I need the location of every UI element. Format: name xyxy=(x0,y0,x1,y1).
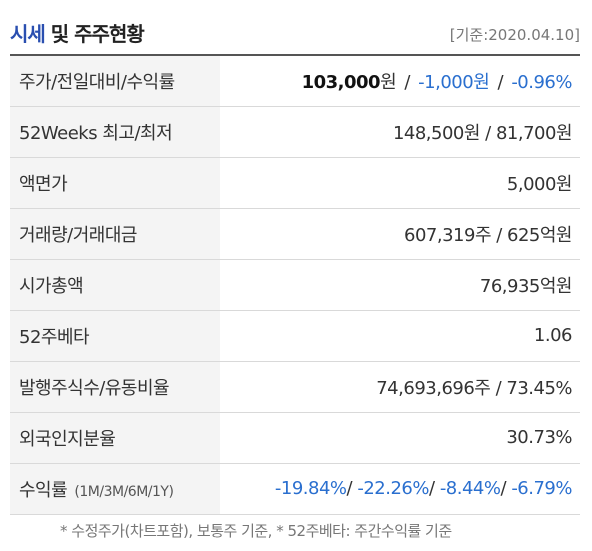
price-shareholder-table: 주가/전일대비/수익률 103,000원 / -1,000원 / -0.96% … xyxy=(10,54,580,515)
label-market-cap: 시가총액 xyxy=(10,259,220,311)
table-row-52weeks: 52Weeks 최고/최저 148,500원 / 81,700원 xyxy=(10,106,580,158)
footnote: * 수정주가(차트포함), 보통주 기준, * 52주베타: 주간수익률 기준 xyxy=(60,522,452,540)
price-change: -1,000원 xyxy=(418,71,490,93)
value-shares: 74,693,696주 / 73.45% xyxy=(220,361,580,413)
label-foreign-ownership: 외국인지분율 xyxy=(10,412,220,464)
label-returns: 수익률 (1M/3M/6M/1Y) xyxy=(10,463,220,515)
table-row-price: 주가/전일대비/수익률 103,000원 / -1,000원 / -0.96% xyxy=(10,55,580,107)
table-row-volume: 거래량/거래대금 607,319주 / 625억원 xyxy=(10,208,580,260)
value-market-cap: 76,935억원 xyxy=(220,259,580,311)
label-par-value: 액면가 xyxy=(10,157,220,209)
section-title-highlight: 시세 xyxy=(10,22,46,46)
separator: / xyxy=(497,71,504,93)
label-returns-periods: (1M/3M/6M/1Y) xyxy=(74,483,174,500)
table-row-market-cap: 시가총액 76,935억원 xyxy=(10,259,580,311)
section-title: 시세 및 주주현황 xyxy=(10,18,145,47)
value-52weeks: 148,500원 / 81,700원 xyxy=(220,106,580,158)
value-price: 103,000원 / -1,000원 / -0.96% xyxy=(220,55,580,107)
table-row-par-value: 액면가 5,000원 xyxy=(10,157,580,209)
table-row-shares: 발행주식수/유동비율 74,693,696주 / 73.45% xyxy=(10,361,580,413)
return-1m: -19.84% xyxy=(274,478,347,499)
section-title-rest: 및 주주현황 xyxy=(50,22,145,46)
return-1y: -6.79% xyxy=(511,478,572,499)
price-change-rate: -0.96% xyxy=(511,71,572,93)
section-header: 시세 및 주주현황 [기준:2020.04.10] xyxy=(10,12,580,48)
label-volume: 거래량/거래대금 xyxy=(10,208,220,260)
separator: / xyxy=(500,478,507,499)
label-returns-main: 수익률 xyxy=(19,479,68,501)
label-beta: 52주베타 xyxy=(10,310,220,362)
current-price: 103,000 xyxy=(301,71,381,93)
table-row-returns: 수익률 (1M/3M/6M/1Y) -19.84%/ -22.26%/ -8.4… xyxy=(10,463,580,515)
separator: / xyxy=(346,478,353,499)
value-par-value: 5,000원 xyxy=(220,157,580,209)
value-volume: 607,319주 / 625억원 xyxy=(220,208,580,260)
label-price: 주가/전일대비/수익률 xyxy=(10,55,220,107)
return-3m: -22.26% xyxy=(357,478,429,499)
separator: / xyxy=(404,71,410,93)
return-6m: -8.44% xyxy=(439,478,501,499)
label-shares: 발행주식수/유동비율 xyxy=(10,361,220,413)
separator: / xyxy=(429,478,435,499)
value-beta: 1.06 xyxy=(220,310,580,362)
value-returns: -19.84%/ -22.26%/ -8.44%/ -6.79% xyxy=(220,463,580,515)
label-52weeks: 52Weeks 최고/최저 xyxy=(10,106,220,158)
table-row-beta: 52주베타 1.06 xyxy=(10,310,580,362)
value-foreign-ownership: 30.73% xyxy=(220,412,580,464)
current-price-unit: 원 xyxy=(380,71,397,93)
table-row-foreign-ownership: 외국인지분율 30.73% xyxy=(10,412,580,464)
base-date: [기준:2020.04.10] xyxy=(449,26,580,44)
